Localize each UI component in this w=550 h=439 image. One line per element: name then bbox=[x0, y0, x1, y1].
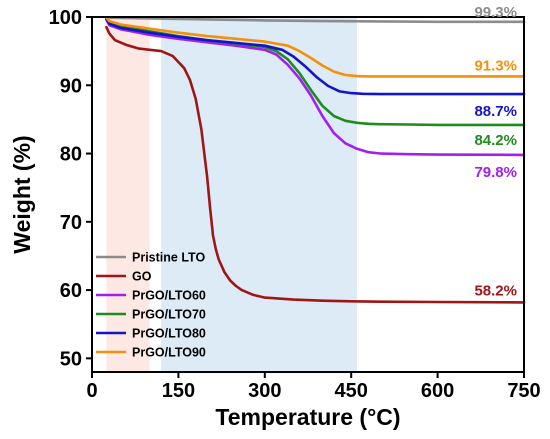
series-lines bbox=[105, 16, 526, 304]
series-line-pristine-lto bbox=[105, 16, 526, 24]
x-axis-title: Temperature (°C) bbox=[215, 404, 400, 430]
end-value-labels: 99.3% 58.2% 79.8% 84.2% 88.7% 91.3% bbox=[474, 4, 517, 300]
x-axis-ticks: 0 150 300 450 600 750 bbox=[86, 372, 541, 402]
y-tick-label: 100 bbox=[49, 7, 82, 29]
x-tick-label: 750 bbox=[507, 380, 540, 402]
y-tick-label: 60 bbox=[60, 280, 82, 302]
x-tick-label: 0 bbox=[86, 380, 97, 402]
series-line-prgo-lto90 bbox=[105, 16, 526, 78]
series-line-prgo-lto60 bbox=[105, 18, 526, 157]
end-label-pristine-lto: 99.3% bbox=[474, 4, 517, 21]
y-axis-ticks: 50 60 70 80 90 100 bbox=[49, 7, 92, 370]
series-line-prgo-lto80 bbox=[105, 17, 526, 96]
legend: Pristine LTO GO PrGO/LTO60 PrGO/LTO70 PrGO/L… bbox=[96, 251, 206, 360]
end-label-prgo-lto80: 88.7% bbox=[474, 103, 517, 120]
shaded-regions bbox=[106, 17, 357, 372]
y-axis-title: Weight (%) bbox=[9, 135, 35, 253]
x-tick-label: 300 bbox=[248, 380, 281, 402]
legend-label-prgo-lto80: PrGO/LTO80 bbox=[132, 327, 206, 341]
x-tick-label: 450 bbox=[335, 380, 368, 402]
y-tick-label: 90 bbox=[60, 75, 82, 97]
end-label-prgo-lto90: 91.3% bbox=[474, 57, 517, 74]
legend-label-prgo-lto70: PrGO/LTO70 bbox=[132, 308, 206, 322]
shaded-region-2 bbox=[161, 17, 357, 372]
x-tick-label: 150 bbox=[162, 380, 195, 402]
end-label-prgo-lto60: 79.8% bbox=[474, 164, 517, 181]
legend-label-prgo-lto60: PrGO/LTO60 bbox=[132, 289, 206, 303]
legend-label-pristine-lto: Pristine LTO bbox=[132, 251, 205, 265]
y-tick-label: 70 bbox=[60, 212, 82, 234]
legend-label-prgo-lto90: PrGO/LTO90 bbox=[132, 346, 206, 360]
x-tick-label: 600 bbox=[421, 380, 454, 402]
plot-frame bbox=[91, 16, 525, 373]
y-tick-label: 50 bbox=[60, 348, 82, 370]
end-label-prgo-lto70: 84.2% bbox=[474, 132, 517, 149]
legend-label-go: GO bbox=[132, 270, 152, 284]
y-tick-label: 80 bbox=[60, 144, 82, 166]
end-label-go: 58.2% bbox=[474, 282, 517, 299]
series-line-go bbox=[105, 25, 526, 304]
